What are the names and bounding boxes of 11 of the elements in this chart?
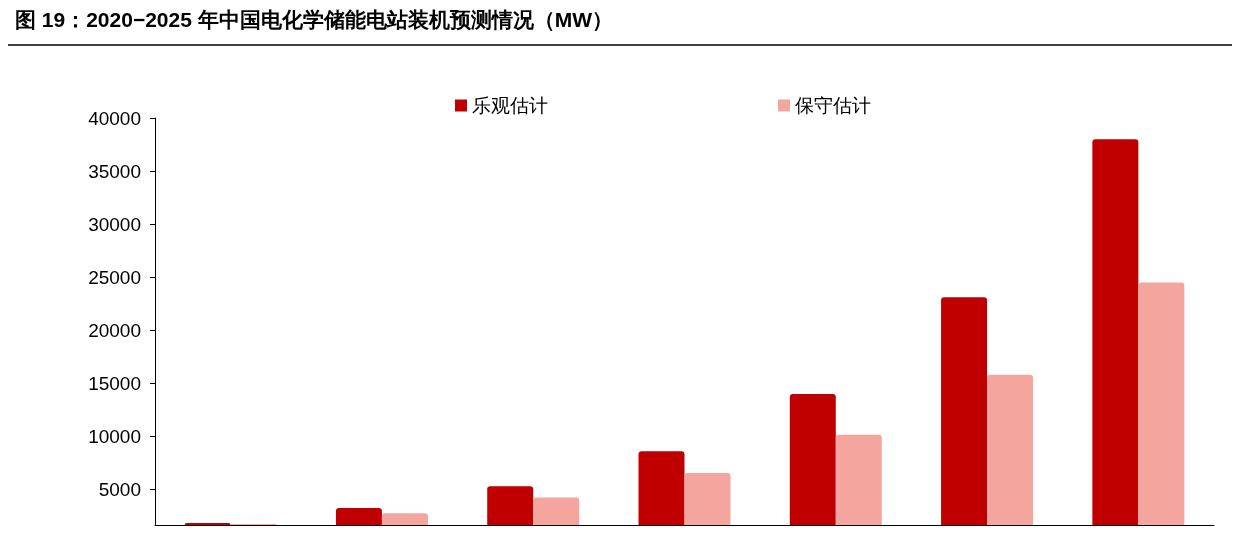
y-tick-label: 10000 <box>88 425 141 447</box>
y-tick-label: 30000 <box>88 213 141 235</box>
y-tick-label: 20000 <box>88 319 141 341</box>
legend-label: 乐观估计 <box>472 95 548 116</box>
chart-title: 图 19：2020−2025 年中国电化学储能电站装机预测情况（MW） <box>15 8 614 31</box>
y-tick-label: 40000 <box>88 107 141 129</box>
legend-label: 保守估计 <box>795 95 871 116</box>
y-tick-label: 15000 <box>88 372 141 394</box>
y-tick-label: 25000 <box>88 266 141 288</box>
y-tick-label: 5000 <box>98 478 141 500</box>
y-tick-label: 35000 <box>88 160 141 182</box>
